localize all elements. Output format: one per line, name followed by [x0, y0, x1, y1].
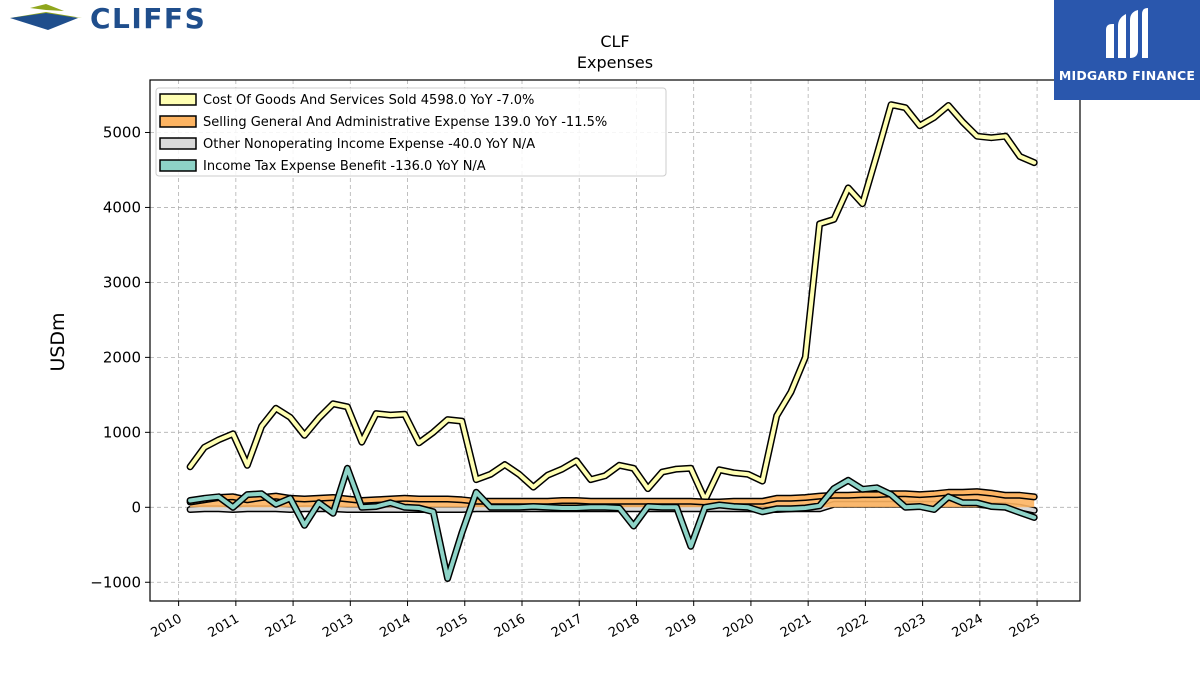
x-tick-label: 2025	[1007, 611, 1043, 641]
x-tick-label: 2014	[377, 611, 413, 641]
y-tick-label: 5000	[103, 123, 141, 141]
y-tick-label: 0	[131, 498, 141, 516]
x-axis-ticks: 2010 2011 2012 2013 2014 2015 2016 2017 2018 2019…	[148, 601, 1043, 641]
series-line-outline	[186, 464, 1038, 582]
y-axis-label: USDm	[47, 312, 69, 372]
chart-subtitle: Expenses	[576, 53, 654, 72]
x-tick-label: 2022	[835, 611, 871, 641]
x-tick-label: 2017	[549, 611, 585, 641]
y-axis-ticks: −1000 0 1000 2000 3000 4000 5000	[90, 123, 150, 591]
legend-label: Selling General And Administrative Expen…	[203, 115, 607, 130]
legend-swatch	[159, 93, 197, 106]
legend-label: Cost Of Goods And Services Sold 4598.0 Y…	[203, 93, 534, 108]
cliffs-logo: CLIFFS	[8, 2, 248, 36]
midgard-finance-logo: MIDGARD FINANCE	[1054, 0, 1200, 100]
legend: Cost Of Goods And Services Sold 4598.0 Y…	[155, 87, 667, 177]
y-tick-label: 1000	[103, 423, 141, 441]
plot-area-frame	[149, 79, 1081, 602]
y-tick-label: 4000	[103, 198, 141, 216]
legend-label: Income Tax Expense Benefit -136.0 YoY N/…	[203, 159, 486, 174]
x-tick-label: 2023	[892, 611, 928, 641]
series-layer	[186, 101, 1038, 582]
x-tick-label: 2015	[435, 611, 471, 641]
legend-swatch	[159, 159, 197, 172]
x-tick-label: 2020	[721, 611, 757, 641]
cliffs-logo-text: CLIFFS	[90, 2, 207, 35]
legend-swatch	[159, 137, 197, 150]
midgard-logo-text: MIDGARD FINANCE	[1058, 68, 1196, 83]
x-tick-label: 2016	[492, 611, 528, 641]
series-line	[188, 102, 1037, 502]
x-tick-label: 2011	[206, 611, 242, 641]
x-tick-label: 2012	[263, 611, 299, 641]
legend-swatch	[159, 115, 197, 128]
cliffs-logo-icon	[10, 4, 82, 30]
x-tick-label: 2010	[148, 611, 184, 641]
y-tick-label: 2000	[103, 348, 141, 366]
x-tick-label: 2024	[950, 611, 986, 641]
x-tick-label: 2018	[606, 611, 642, 641]
y-tick-label: 3000	[103, 273, 141, 291]
series-line	[188, 466, 1037, 581]
x-tick-label: 2021	[778, 611, 814, 641]
x-tick-label: 2013	[320, 611, 356, 641]
x-tick-label: 2019	[664, 611, 700, 641]
legend-label: Other Nonoperating Income Expense -40.0 …	[203, 137, 535, 152]
y-tick-label: −1000	[90, 573, 141, 591]
legend-box	[155, 87, 667, 177]
midgard-logo-icon	[1106, 8, 1148, 58]
chart-title: CLF	[600, 32, 630, 51]
